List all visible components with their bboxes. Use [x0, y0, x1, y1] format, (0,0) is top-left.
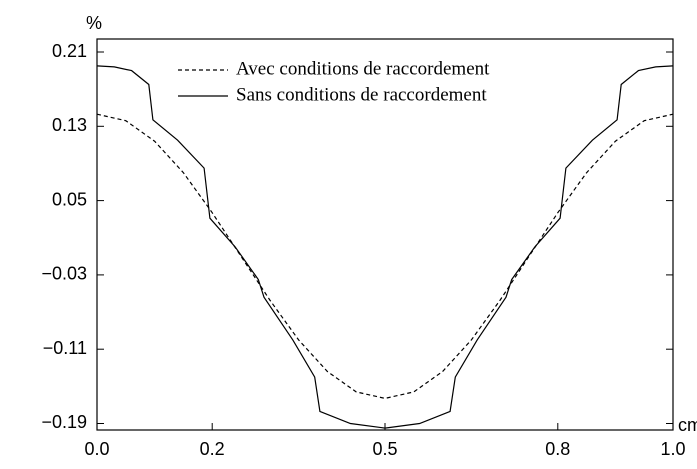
y-tick-label: −0.03: [41, 264, 87, 284]
x-tick-label: 0.8: [545, 439, 570, 459]
x-tick-label: 0.2: [200, 439, 225, 459]
y-tick-label: −0.11: [43, 338, 87, 358]
y-tick-label: −0.19: [41, 412, 87, 432]
x-axis-label: cm: [678, 415, 697, 435]
x-tick-label: 1.0: [660, 439, 685, 459]
y-tick-label: 0.13: [52, 115, 87, 135]
data-line: [96, 65, 674, 429]
x-tick-label: 0.0: [84, 439, 109, 459]
data-line: [96, 113, 674, 400]
legend-label: Sans conditions de raccordement: [236, 84, 487, 105]
y-tick-label: 0.21: [52, 41, 87, 61]
y-axis-label: %: [86, 13, 102, 33]
legend-label: Avec conditions de raccordement: [236, 58, 490, 79]
x-tick-label: 0.5: [372, 439, 397, 459]
y-tick-label: 0.05: [52, 189, 87, 209]
